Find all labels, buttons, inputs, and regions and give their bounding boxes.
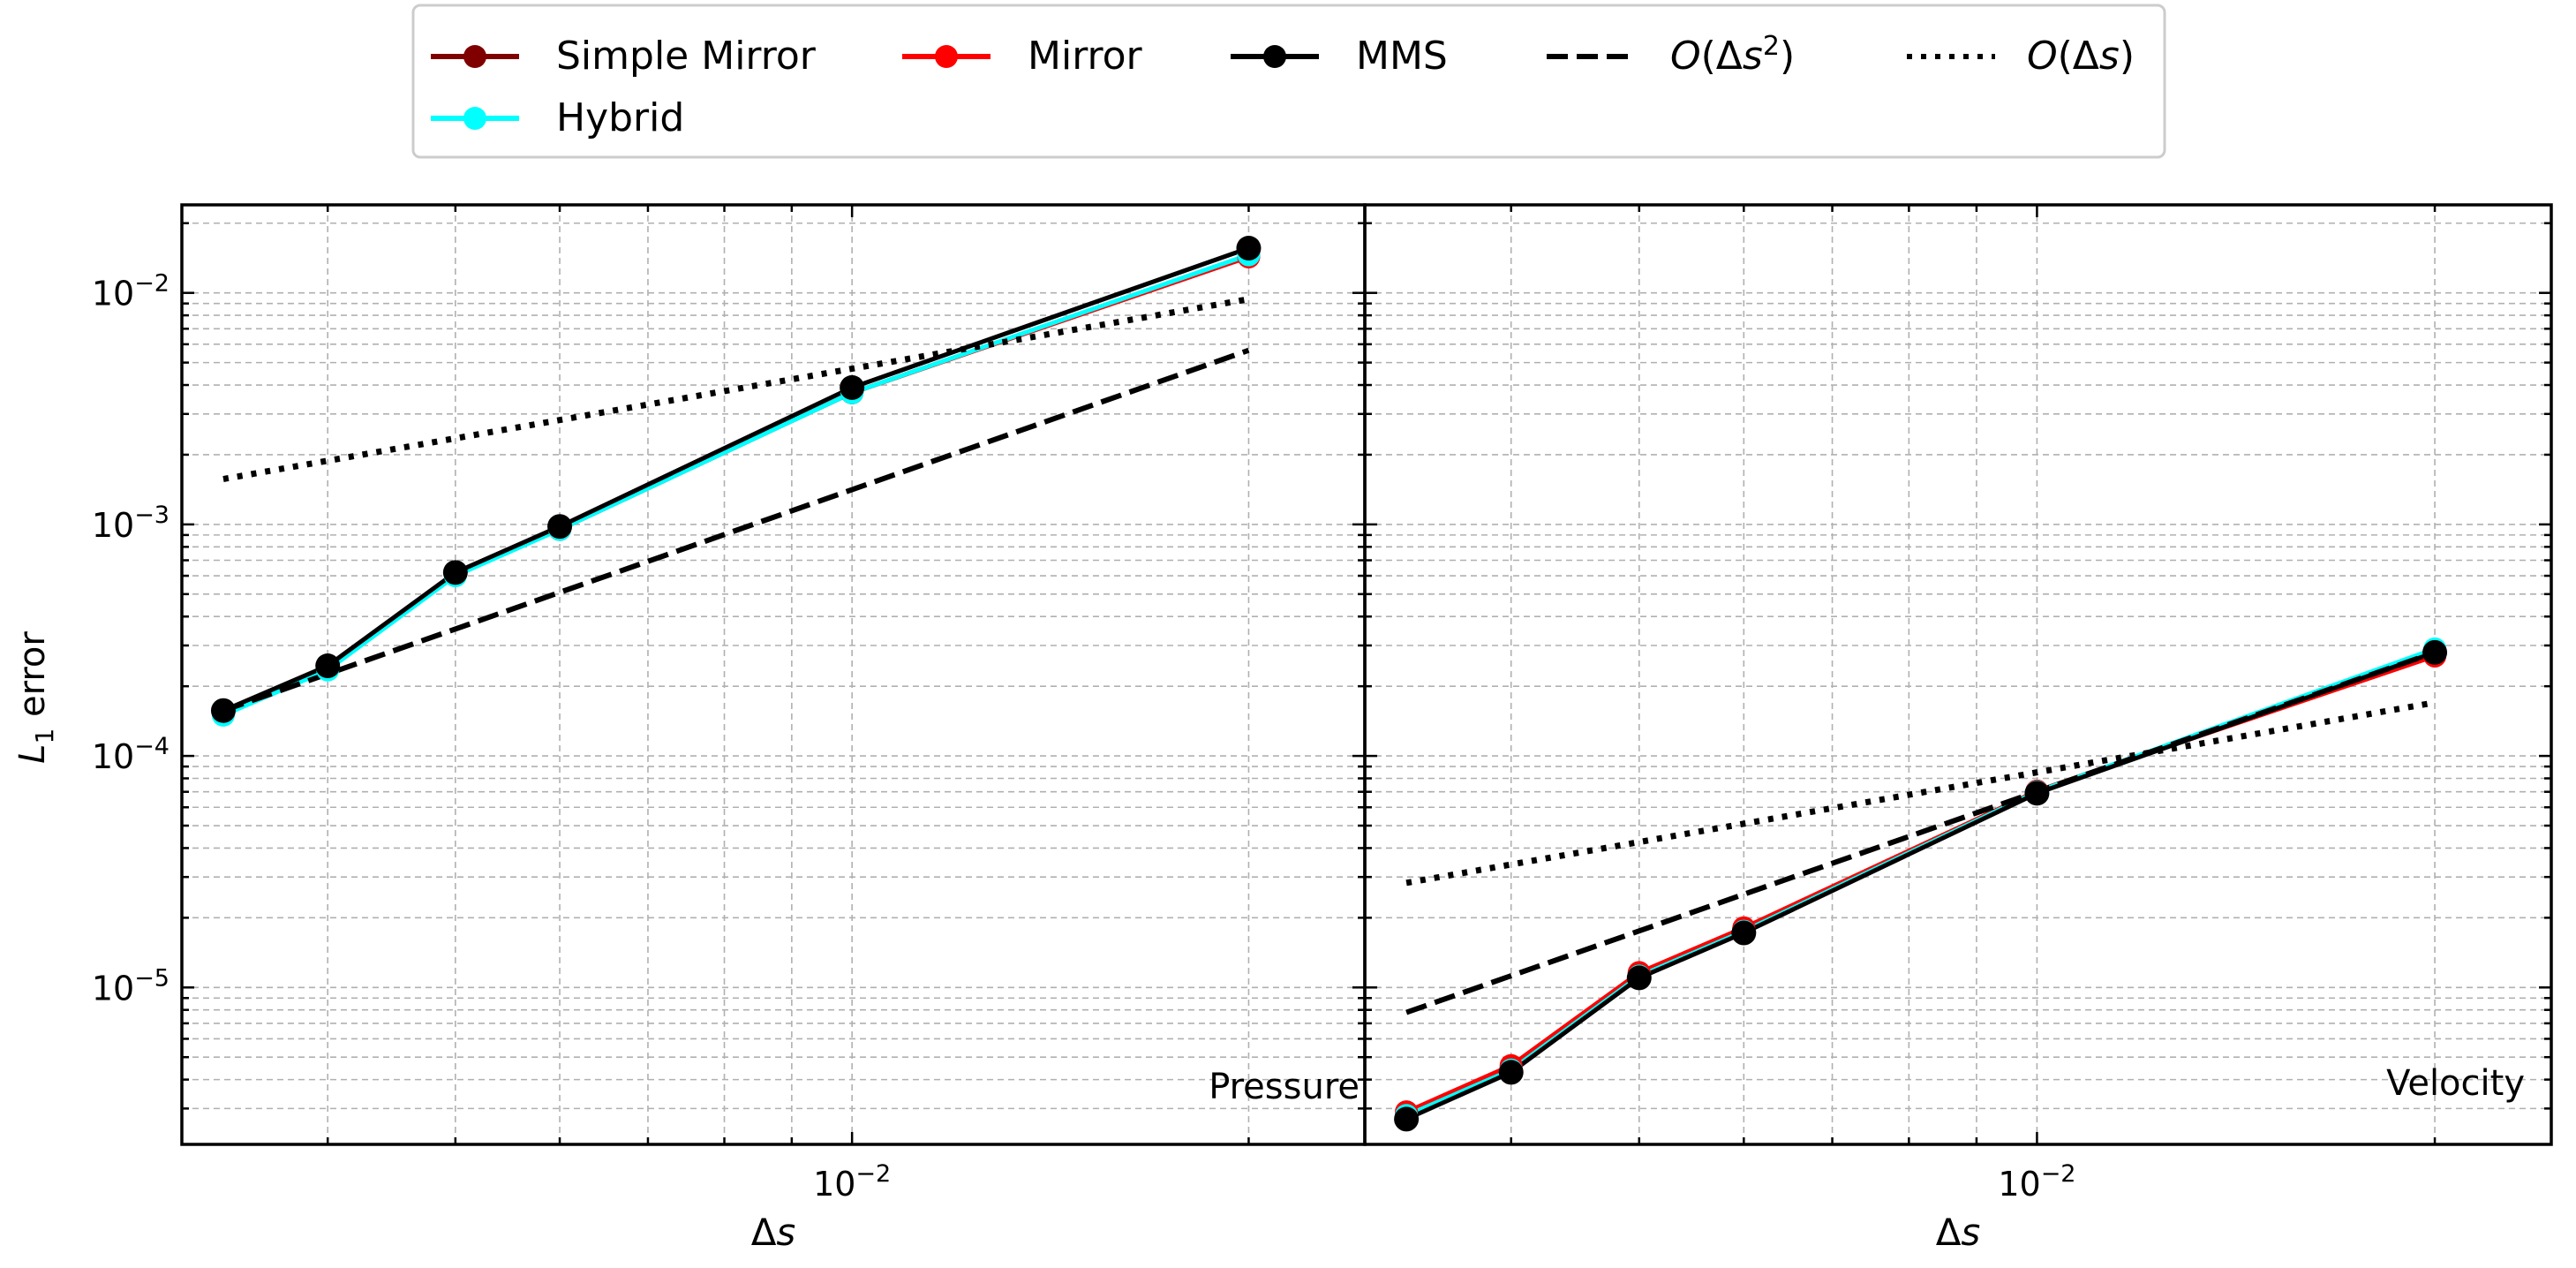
- grid: [182, 205, 1365, 1144]
- legend-entry: O(Δs2): [1547, 31, 1795, 79]
- y-tick-label: 10−3: [92, 502, 169, 545]
- reference-line: [222, 347, 1250, 713]
- velocity-panel: 10−2 Velocity: [1363, 203, 2553, 1204]
- data-point: [840, 374, 865, 400]
- panel-label: Pressure: [1209, 1067, 1360, 1107]
- grid: [1365, 205, 2551, 1144]
- legend-entry: Simple Mirror: [431, 34, 817, 79]
- data-point: [210, 698, 236, 723]
- legend-label: O(Δs2): [1670, 31, 1795, 79]
- markers: [1394, 637, 2448, 1132]
- legend-frame: [411, 4, 2166, 159]
- reference-line: [222, 296, 1250, 482]
- data-point: [1394, 1106, 1420, 1132]
- y-tick-label: 10−2: [92, 270, 169, 313]
- legend-entry: Mirror: [902, 34, 1143, 79]
- data-point: [1731, 920, 1757, 946]
- y-tick-label: 10−4: [92, 733, 169, 776]
- legend-label: Simple Mirror: [556, 34, 817, 79]
- legend-label: O(Δs): [2027, 34, 2135, 79]
- markers: [210, 236, 1262, 727]
- reference-line: [1405, 699, 2436, 887]
- x-tick-label: 10−2: [1998, 1160, 2075, 1204]
- legend-label: Mirror: [1028, 34, 1143, 79]
- data-point: [2422, 639, 2448, 665]
- y-tick-label: 10−5: [92, 964, 169, 1008]
- legend-label: MMS: [1356, 34, 1448, 79]
- panel-label: Velocity: [2386, 1063, 2525, 1104]
- data-point: [442, 560, 468, 585]
- legend-entry: Hybrid: [431, 95, 684, 140]
- legend-marker-swatch: [935, 45, 958, 68]
- pressure-x-axis-label: Δs: [751, 1211, 796, 1254]
- reference-line: [1405, 650, 2437, 1015]
- pressure-panel: 10−2 10−2 10−3 10−4 10−5 Pressure: [92, 203, 1367, 1204]
- velocity-x-axis-label: Δs: [1936, 1211, 1981, 1254]
- legend-marker-swatch: [463, 45, 486, 68]
- y-axis-label: L1 error: [12, 631, 59, 764]
- data-point: [2024, 781, 2050, 806]
- plot-area: [1405, 646, 2437, 1121]
- data-point: [547, 514, 573, 540]
- legend-label: Hybrid: [556, 95, 684, 140]
- legend: Simple Mirror Mirror MMS O(Δs2) O(Δs) Hybrid: [411, 4, 2166, 159]
- data-point: [1236, 236, 1262, 261]
- legend-entry: MMS: [1231, 34, 1448, 79]
- x-tick-label: 10−2: [813, 1160, 891, 1204]
- data-point: [315, 653, 341, 679]
- series-line: [222, 245, 1250, 713]
- legend-marker-swatch: [1263, 45, 1286, 68]
- data-point: [1498, 1060, 1524, 1085]
- legend-marker-swatch: [463, 107, 486, 130]
- legend-entry: O(Δs): [1907, 34, 2135, 79]
- data-point: [1626, 965, 1652, 991]
- axes-frame: [1363, 203, 2553, 1146]
- plot-area: [222, 245, 1250, 718]
